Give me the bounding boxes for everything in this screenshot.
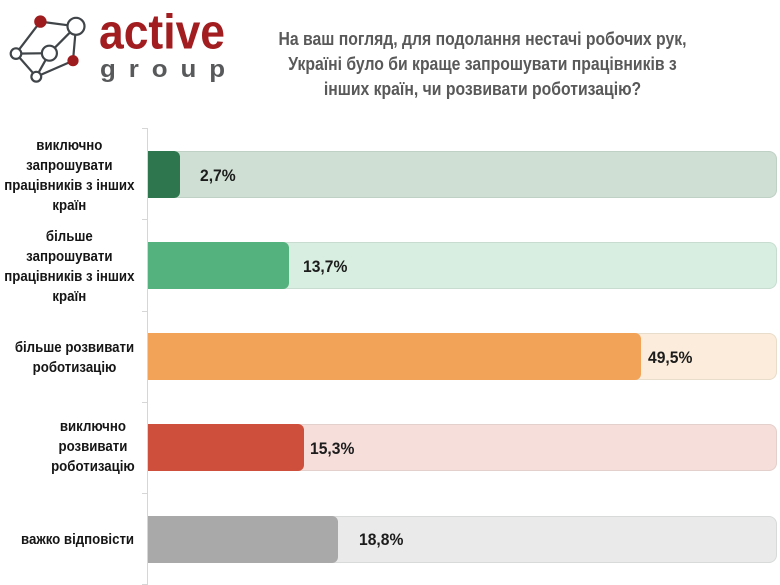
svg-text:active: active bbox=[99, 6, 225, 60]
svg-text:group: group bbox=[100, 56, 238, 83]
